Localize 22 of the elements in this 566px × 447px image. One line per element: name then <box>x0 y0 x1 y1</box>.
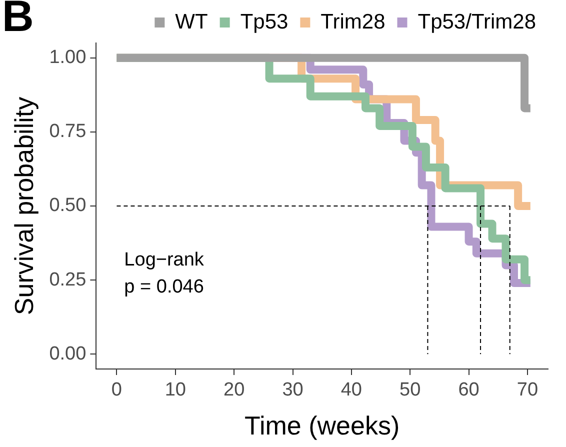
x-tick-label: 20 <box>224 380 245 401</box>
y-tick-label: 0.25 <box>49 269 86 290</box>
y-tick-label: 0.50 <box>49 195 86 216</box>
legend-label: WT <box>175 10 208 34</box>
y-tick-label: 0.00 <box>49 343 86 364</box>
x-tick-label: 50 <box>400 380 421 401</box>
x-tick-label: 70 <box>516 380 538 401</box>
legend-label: Tp53/Trim28 <box>418 10 536 34</box>
x-tick-label: 60 <box>458 380 480 401</box>
annotation: p = 0.046 <box>124 276 204 298</box>
x-tick-label: 40 <box>340 380 362 401</box>
legend-label: Tp53 <box>240 10 288 34</box>
x-tick-label: 0 <box>111 380 122 401</box>
x-axis-title: Time (weeks) <box>244 410 400 441</box>
y-tick-label: 1.00 <box>49 47 86 68</box>
chart-title: B <box>2 0 34 42</box>
annotation: Log−rank <box>124 249 204 270</box>
legend-label: Trim28 <box>320 10 386 34</box>
x-tick-label: 30 <box>282 380 304 401</box>
y-axis-title: Survival probability <box>8 96 39 316</box>
x-tick-label: 10 <box>164 380 186 401</box>
y-tick-label: 0.75 <box>49 121 86 142</box>
